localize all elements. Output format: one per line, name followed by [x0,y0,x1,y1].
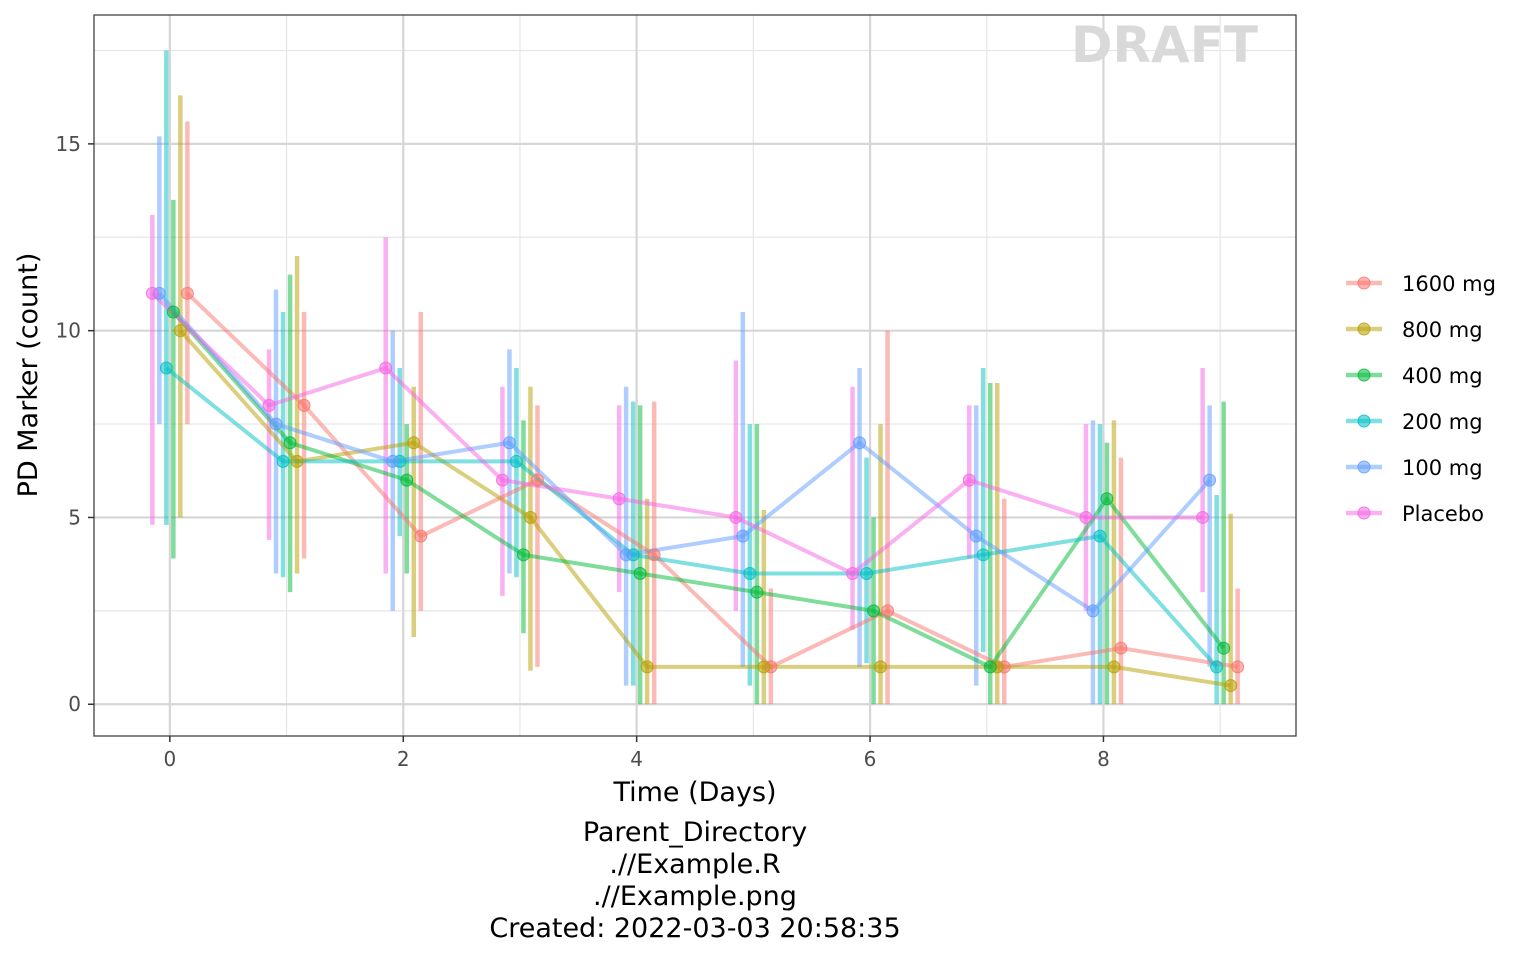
x-tick-label: 6 [864,747,877,771]
data-point-100-mg [269,417,283,431]
data-point-placebo [1196,510,1210,524]
data-point-1600-mg [297,398,311,412]
data-point-placebo [612,492,626,506]
caption-created-timestamp: Created: 2022-03-03 20:58:35 [489,913,901,944]
minor-gridlines [94,15,1296,736]
series-lines [150,291,1238,688]
data-point-100-mg [853,436,867,450]
legend: 1600 mg 800 mg 400 mg 200 mg 100 mg Placebo [1346,272,1496,526]
data-point-placebo [379,361,393,375]
legend-label-800-mg: 800 mg [1402,318,1483,342]
series-line-800-mg [178,329,1231,688]
data-point-placebo [962,473,976,487]
legend-label-200-mg: 200 mg [1402,410,1483,434]
y-tick-label: 0 [68,692,81,716]
data-point-placebo [495,473,509,487]
data-point-800-mg [874,660,888,674]
data-point-100-mg [502,436,516,450]
data-point-placebo [729,510,743,524]
data-point-1600-mg [414,529,428,543]
legend-key-point-400-mg [1357,368,1371,382]
caption-image-path: .//Example.png [593,881,797,912]
y-tick-label: 15 [56,132,81,156]
data-point-800-mg [1107,660,1121,674]
caption-directory: Parent_Directory [582,817,808,848]
legend-key-point-100-mg [1357,460,1371,474]
x-tick-label: 4 [630,747,643,771]
legend-label-100-mg: 100 mg [1402,456,1483,480]
series-line-100-mg [157,291,1212,613]
y-axis-ticks: 0 5 10 15 [56,132,94,716]
data-point-placebo [1079,510,1093,524]
data-point-400-mg [867,604,881,618]
data-point-200-mg [976,548,990,562]
data-point-1600-mg [881,604,895,618]
series-line-placebo [150,291,1203,576]
data-point-200-mg [860,566,874,580]
data-point-200-mg [159,361,173,375]
data-point-100-mg [736,529,750,543]
data-point-400-mg [166,305,180,319]
caption: Parent_Directory .//Example.R .//Example… [345,817,1045,945]
draft-watermark: DRAFT [1071,16,1258,74]
data-point-1600-mg [530,473,544,487]
x-axis-title: Time (Days) [612,777,776,808]
data-point-100-mg [1203,473,1217,487]
data-point-100-mg [386,454,400,468]
data-point-100-mg [1086,604,1100,618]
data-point-800-mg [523,510,537,524]
y-tick-label: 10 [56,319,81,343]
x-tick-label: 0 [163,747,176,771]
data-point-800-mg [290,454,304,468]
data-point-200-mg [743,566,757,580]
legend-label-1600-mg: 1600 mg [1402,272,1496,296]
data-point-400-mg [516,548,530,562]
data-point-placebo [262,398,276,412]
data-point-800-mg [640,660,654,674]
data-point-400-mg [983,660,997,674]
data-point-400-mg [400,473,414,487]
series-points [145,286,1245,693]
x-tick-label: 8 [1097,747,1110,771]
data-point-200-mg [1093,529,1107,543]
series-line-1600-mg [185,291,1238,669]
caption-script-path: .//Example.R [609,849,781,880]
legend-label-placebo: Placebo [1402,502,1484,526]
series-line-200-mg [165,366,1219,669]
legend-key-point-1600-mg [1357,276,1371,290]
error-bars [150,50,1240,705]
data-point-200-mg [276,454,290,468]
data-point-1600-mg [1231,660,1245,674]
y-axis-title: PD Marker (count) [13,253,44,498]
x-tick-label: 2 [397,747,410,771]
data-point-800-mg [757,660,771,674]
y-tick-label: 5 [68,505,81,529]
data-point-1600-mg [647,548,661,562]
series-line-400-mg [171,310,1226,669]
data-point-200-mg [509,454,523,468]
x-axis-ticks: 0 2 4 6 8 [163,736,1110,771]
data-point-1600-mg [180,286,194,300]
data-point-800-mg [1224,679,1238,693]
data-point-400-mg [1217,641,1231,655]
legend-label-400-mg: 400 mg [1402,364,1483,388]
data-point-100-mg [619,548,633,562]
plot-panel-border [93,14,1297,737]
data-point-100-mg [969,529,983,543]
data-point-800-mg [407,436,421,450]
legend-key-point-200-mg [1357,414,1371,428]
data-point-1600-mg [1114,641,1128,655]
data-point-400-mg [750,585,764,599]
data-point-400-mg [283,436,297,450]
legend-key-point-placebo [1357,506,1371,520]
data-point-placebo [846,566,860,580]
data-point-400-mg [633,566,647,580]
legend-key-point-800-mg [1357,322,1371,336]
data-point-400-mg [1100,492,1114,506]
data-point-200-mg [1210,660,1224,674]
data-point-800-mg [173,324,187,338]
data-point-placebo [145,286,159,300]
